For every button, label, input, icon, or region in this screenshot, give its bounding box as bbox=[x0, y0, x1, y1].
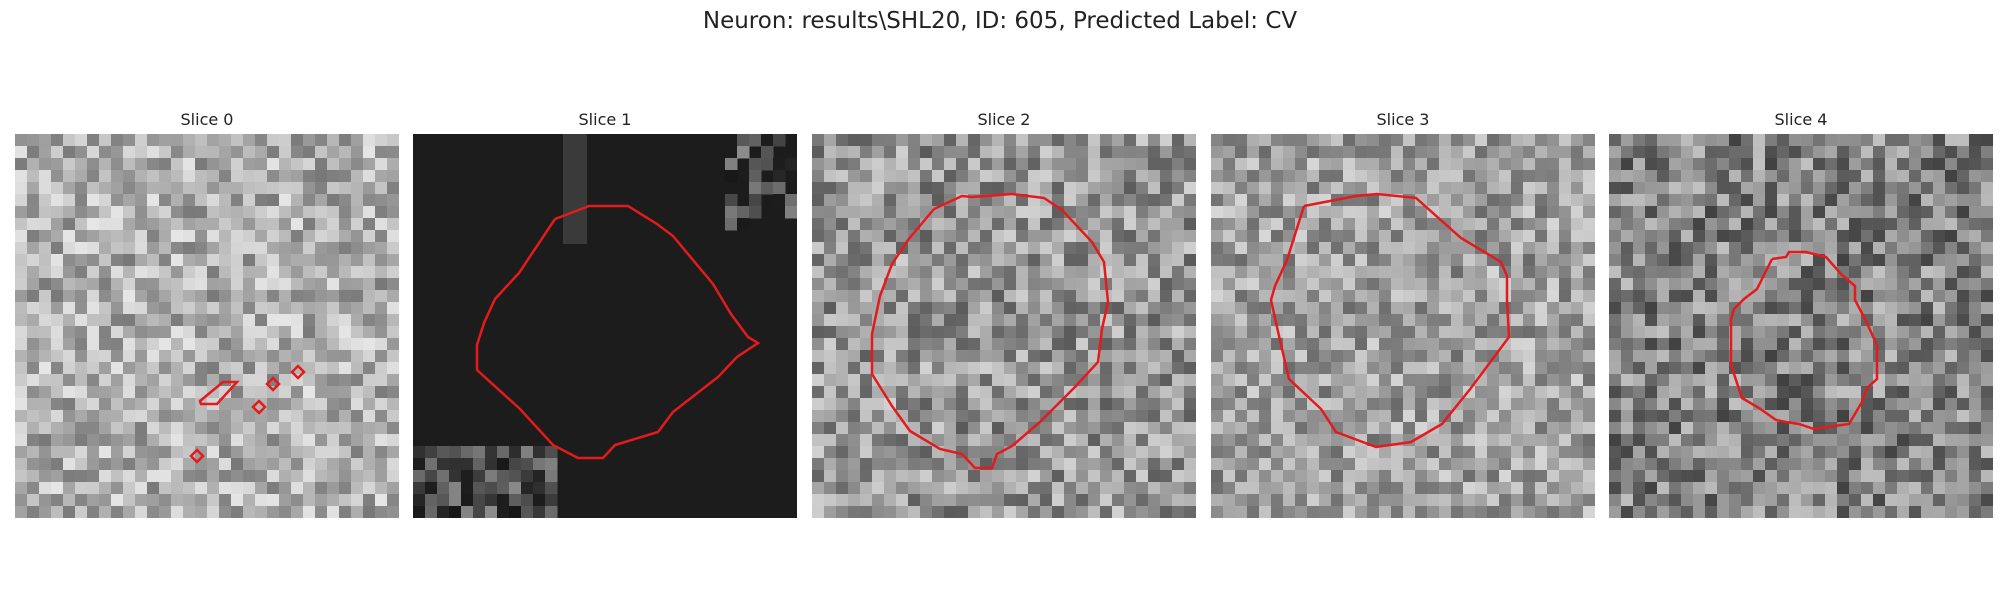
slice-panel-4: Slice 4 bbox=[1609, 108, 1993, 518]
slice-panel-1: Slice 1 bbox=[413, 108, 797, 518]
figure-title: Neuron: results\SHL20, ID: 605, Predicte… bbox=[702, 8, 1298, 34]
slice-image-4 bbox=[1609, 134, 1993, 518]
pixel-grid bbox=[1609, 134, 1993, 518]
slice-label: Slice 4 bbox=[1774, 110, 1828, 129]
segmentation-contour bbox=[189, 364, 306, 464]
pixel-grid bbox=[15, 134, 399, 518]
slice-image-1 bbox=[413, 134, 797, 518]
slice-panel-2: Slice 2 bbox=[812, 108, 1196, 518]
slice-label: Slice 2 bbox=[977, 110, 1031, 129]
slice-image-3 bbox=[1211, 134, 1595, 518]
segmentation-contour bbox=[870, 192, 1110, 470]
segmentation-contour bbox=[1269, 192, 1511, 449]
segmentation-contour bbox=[1729, 250, 1879, 431]
pixel-grid bbox=[812, 134, 1196, 518]
slice-image-0 bbox=[15, 134, 399, 518]
pixel-corner bbox=[413, 134, 797, 518]
slice-panel-0: Slice 0 bbox=[15, 108, 399, 518]
slice-label: Slice 3 bbox=[1376, 110, 1430, 129]
segmentation-contour bbox=[475, 204, 761, 460]
slice-panel-3: Slice 3 bbox=[1211, 108, 1595, 518]
slice-image-2 bbox=[812, 134, 1196, 518]
pixel-grid bbox=[1211, 134, 1595, 518]
slice-label: Slice 1 bbox=[578, 110, 632, 129]
slice-label: Slice 0 bbox=[180, 110, 234, 129]
